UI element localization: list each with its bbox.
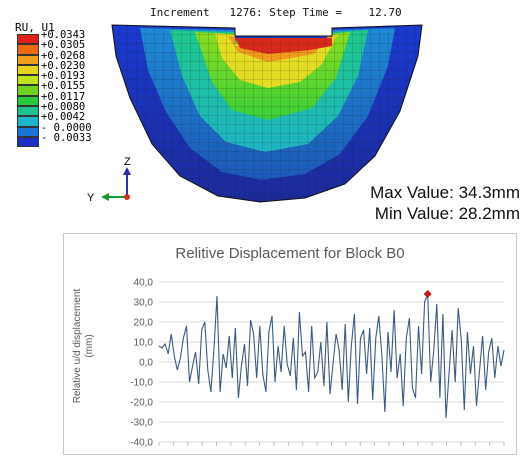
legend-label: +0.0268	[41, 49, 86, 62]
legend-label: +0.0117	[41, 90, 86, 103]
y-tick-label: -40,0	[130, 438, 153, 449]
axis-y-label: Y	[87, 192, 95, 204]
legend-label: +0.0193	[41, 70, 86, 83]
displacement-chart: Relitive Displacement for Block B0 Relat…	[63, 233, 517, 455]
legend-label: - 0.0000	[41, 121, 92, 134]
y-tick-label: 10,0	[134, 338, 154, 349]
chart-plot: 40,0 30,0 20,0 10,0 0,0 -10,0 -20,0 -30,0 -40,0	[130, 278, 505, 449]
legend-swatch	[17, 64, 39, 76]
legend-swatch	[17, 136, 39, 148]
y-tick-label: 40,0	[134, 278, 154, 289]
max-point-marker	[423, 290, 432, 298]
legend-swatch	[17, 116, 39, 127]
min-value: Min Value: 28.2mm	[374, 204, 520, 223]
legend-swatch	[17, 95, 39, 107]
legend-swatch	[17, 34, 39, 45]
legend-swatch	[17, 75, 39, 86]
legend-title: RU, U1	[15, 21, 55, 34]
legend-swatch	[17, 85, 39, 96]
legend-label: +0.0343	[41, 29, 86, 41]
legend-label: +0.0042	[41, 111, 86, 124]
viewport-title: Increment 1276: Step Time = 12.70	[150, 6, 402, 19]
contour-legend-labels: +0.0343 +0.0305 +0.0268 +0.0230 +0.0193 +0.01…	[41, 29, 92, 144]
legend-label: +0.0305	[41, 39, 86, 52]
y-tick-label: -20,0	[130, 398, 153, 409]
chart-title: Relitive Displacement for Block B0	[175, 245, 405, 262]
model-viewport[interactable]	[100, 16, 435, 206]
y-tick-label: -10,0	[130, 378, 153, 389]
contour-legend	[17, 34, 39, 148]
y-tick-label: -30,0	[130, 418, 153, 429]
dam-mesh-model	[111, 24, 423, 203]
series-line	[158, 293, 505, 419]
legend-swatch	[17, 44, 39, 55]
legend-label: +0.0230	[41, 59, 86, 72]
legend-swatch	[17, 54, 39, 65]
legend-label: - 0.0033	[41, 131, 92, 144]
y-tick-label: 20,0	[134, 318, 154, 329]
max-min-readout: Max Value: 34.3mm Min Value: 28.2mm	[330, 182, 520, 224]
axis-z-label: Z	[124, 156, 131, 168]
legend-label: +0.0155	[41, 80, 86, 93]
legend-label: +0.0080	[41, 101, 86, 114]
y-tick-label: 30,0	[134, 298, 154, 309]
legend-swatch	[17, 106, 39, 117]
axis-triad: Z Y	[85, 155, 145, 210]
y-tick-label: 0,0	[139, 358, 153, 369]
legend-swatch	[17, 126, 39, 137]
max-value: Max Value: 34.3mm	[370, 183, 520, 202]
